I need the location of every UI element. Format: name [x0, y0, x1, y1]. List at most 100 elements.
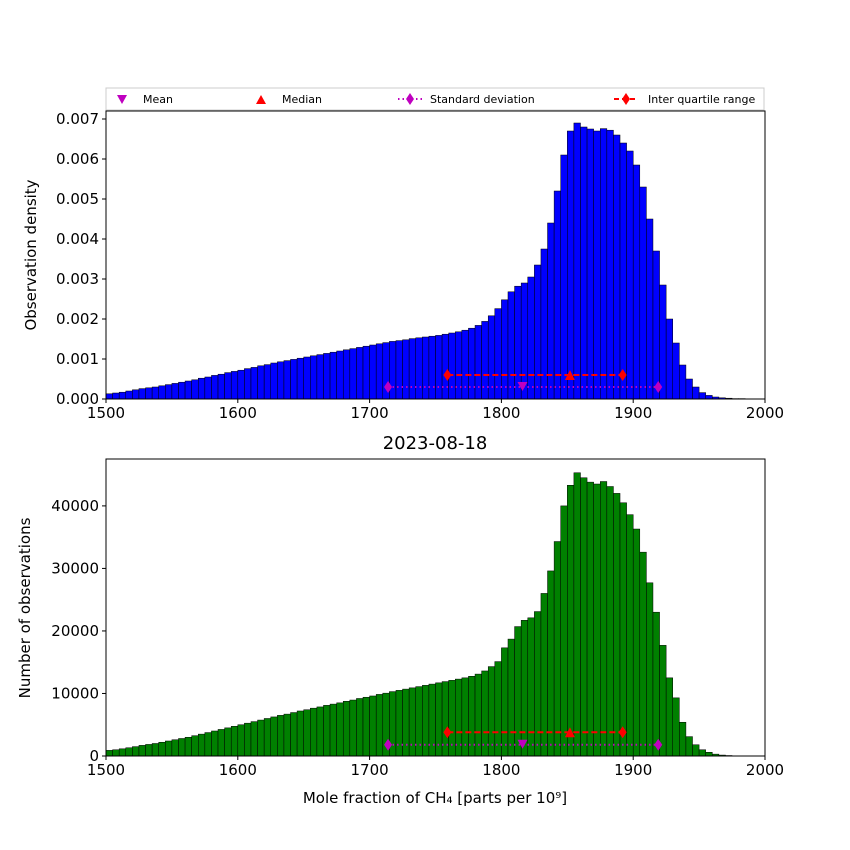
- histogram-bar: [586, 128, 594, 400]
- histogram-bar: [692, 386, 700, 400]
- mean-marker: [517, 382, 528, 391]
- histogram-bar: [705, 395, 713, 400]
- histogram-bar: [310, 707, 318, 757]
- histogram-bar: [336, 350, 344, 400]
- iqr-high-marker: [618, 726, 627, 739]
- legend-frame: [105, 87, 765, 111]
- histogram-bar: [316, 706, 324, 757]
- histogram-bar: [534, 611, 542, 757]
- legend-iqr-label: Inter quartile range: [648, 93, 755, 106]
- histogram-bar: [520, 620, 529, 757]
- histogram-bar: [422, 336, 430, 400]
- histogram-bar: [263, 718, 272, 757]
- histogram-bar: [138, 745, 146, 757]
- histogram-bar: [145, 387, 153, 400]
- y-tick-label: 0.004: [56, 230, 99, 248]
- histogram-bar: [613, 493, 621, 757]
- histogram-bar: [349, 348, 357, 400]
- histogram-bar: [310, 355, 318, 400]
- histogram-bar: [277, 715, 285, 757]
- histogram-bar: [349, 699, 357, 757]
- histogram-bar: [600, 481, 608, 757]
- histogram-bar: [547, 570, 555, 757]
- histogram-bar: [250, 721, 258, 757]
- histogram-bar: [132, 746, 140, 757]
- histogram-bar: [369, 695, 377, 757]
- histogram-bar: [461, 329, 469, 400]
- histogram-bar: [402, 339, 410, 400]
- histogram-bar: [514, 626, 522, 757]
- histogram-bar: [448, 332, 456, 400]
- histogram-bar: [369, 344, 377, 400]
- histogram-bar: [270, 716, 278, 757]
- density-bars: [105, 122, 746, 400]
- histogram-bar: [481, 670, 489, 757]
- density-y-axis-label: Observation density: [22, 179, 40, 330]
- histogram-bar: [171, 739, 179, 757]
- histogram-bar: [402, 688, 410, 757]
- median-marker: [564, 370, 575, 380]
- histogram-bar: [145, 744, 153, 757]
- y-tick-label: 10000: [51, 684, 99, 702]
- histogram-bar: [125, 390, 133, 400]
- histogram-bar: [198, 733, 206, 757]
- histogram-bar: [375, 694, 384, 757]
- histogram-bar: [151, 386, 159, 400]
- histogram-bar: [191, 379, 199, 400]
- histogram-bar: [362, 345, 370, 400]
- y-tick-label: 0.005: [56, 190, 99, 208]
- histogram-bar: [619, 502, 627, 757]
- histogram-bar: [632, 164, 641, 400]
- histogram-bar: [184, 736, 192, 757]
- histogram-bar: [263, 364, 272, 400]
- histogram-bar: [435, 335, 443, 400]
- histogram-bar: [375, 343, 384, 400]
- legend-std-marker: [406, 93, 414, 105]
- histogram-bar: [296, 710, 304, 757]
- histogram-bar: [125, 747, 133, 757]
- histogram-bar: [290, 712, 298, 757]
- histogram-bar: [408, 338, 416, 400]
- legend-mean-marker: [117, 95, 127, 104]
- histogram-bar: [165, 384, 173, 400]
- legend-median-label: Median: [282, 93, 322, 106]
- histogram-bar: [501, 647, 509, 757]
- histogram-bar: [296, 357, 304, 400]
- histogram-bar: [679, 721, 687, 757]
- std-low-marker: [384, 381, 393, 393]
- y-tick-label: 0: [89, 747, 99, 765]
- histogram-bar: [356, 347, 364, 400]
- histogram-bar: [362, 696, 370, 757]
- x-tick-label: 1800: [482, 404, 520, 422]
- histogram-bar: [455, 331, 463, 400]
- histogram-bar: [580, 126, 588, 400]
- histogram-bar: [244, 722, 252, 757]
- histogram-bar: [639, 186, 647, 400]
- x-tick-label: 2000: [746, 404, 784, 422]
- legend-std-label: Standard deviation: [430, 93, 535, 106]
- histogram-bar: [211, 730, 219, 757]
- histogram-bar: [171, 383, 179, 400]
- histogram-bar: [270, 362, 278, 400]
- count-y-ticks: 0 10000 20000 30000 40000: [51, 497, 106, 765]
- histogram-bar: [151, 743, 159, 757]
- count-chart-title: 2023-08-18: [383, 433, 488, 454]
- histogram-bar: [230, 371, 239, 400]
- histogram-bar: [283, 360, 291, 400]
- density-y-ticks: 0.000 0.001 0.002 0.003 0.004 0.005 0.006 0.007: [56, 110, 106, 408]
- histogram-bar: [540, 248, 548, 400]
- histogram-bar: [441, 333, 449, 400]
- histogram-bar: [217, 373, 225, 400]
- iqr-low-marker: [443, 726, 452, 739]
- legend-iqr-marker: [622, 93, 630, 105]
- histogram-bar: [316, 354, 324, 400]
- std-low-marker: [384, 738, 393, 751]
- histogram-bar: [593, 130, 601, 400]
- histogram-bar: [329, 351, 337, 400]
- x-tick-label: 1600: [219, 761, 257, 779]
- histogram-bar: [198, 377, 206, 400]
- histogram-bar: [494, 308, 502, 400]
- histogram-bar: [487, 315, 496, 400]
- histogram-bar: [692, 744, 700, 757]
